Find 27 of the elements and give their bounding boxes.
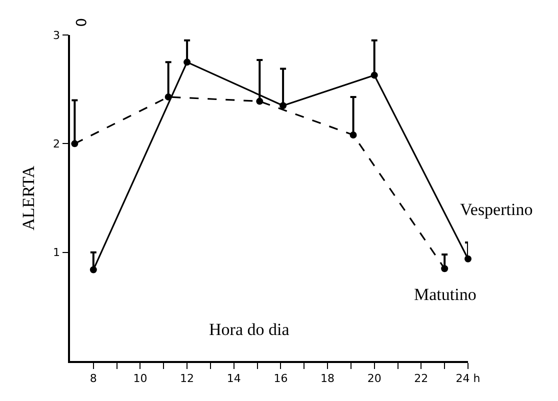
- y-tick-label: 1: [53, 246, 60, 260]
- point: [184, 58, 191, 66]
- series-label: Matutino: [414, 285, 476, 304]
- y-tick-label: 2: [53, 138, 60, 151]
- x-tick-label: 10: [133, 372, 148, 385]
- x-tick-label: 16: [274, 372, 288, 385]
- x-tick-label: 24 h: [456, 372, 480, 385]
- x-axis-title: Hora do dia: [209, 320, 290, 339]
- y-tick-label: 3: [53, 28, 60, 42]
- text: 0: [72, 18, 88, 27]
- point: [280, 102, 287, 110]
- x-tick-label: 14: [226, 372, 241, 385]
- point: [370, 72, 378, 79]
- point: [441, 265, 448, 272]
- point: [256, 98, 264, 105]
- x-tick-label: 22: [414, 372, 428, 385]
- x-tick-label: 12: [180, 372, 194, 385]
- x-tick-label: 18: [320, 372, 335, 385]
- x-tick-label: 8: [90, 372, 97, 385]
- x-tick-label: 20: [367, 372, 382, 385]
- y-axis-title: ALERTA: [19, 164, 38, 230]
- point: [90, 266, 97, 274]
- point: [164, 93, 172, 100]
- point: [464, 255, 472, 262]
- series-label: Vespertino: [460, 200, 533, 219]
- point: [71, 140, 78, 148]
- point: [350, 131, 357, 138]
